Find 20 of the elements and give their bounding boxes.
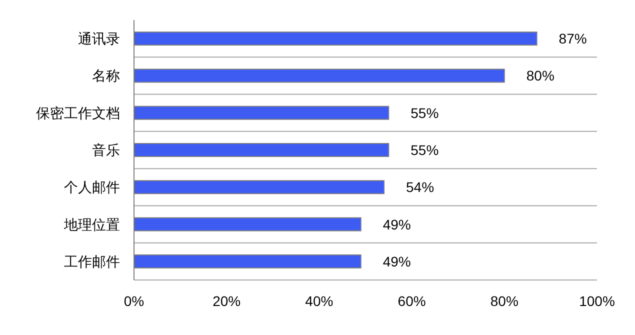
data-label: 54%	[406, 179, 434, 196]
data-label: 87%	[558, 30, 587, 47]
y-tick-label: 通讯录	[78, 30, 120, 47]
data-label: 55%	[410, 104, 439, 121]
y-tick-label: 名称	[92, 68, 120, 84]
data-label: 49%	[382, 216, 411, 232]
y-tick-label: 保密工作文档	[36, 104, 120, 121]
y-tick-label: 工作邮件	[64, 253, 120, 270]
data-label: 55%	[410, 142, 439, 158]
y-tick-label: 音乐	[92, 142, 120, 158]
x-tick-label: 40%	[305, 293, 334, 309]
y-tick-label: 个人邮件	[64, 179, 120, 196]
y-tick-label: 地理位置	[63, 216, 120, 232]
data-label: 80%	[526, 68, 554, 84]
x-tick-label: 20%	[212, 293, 241, 309]
x-tick-label: 80%	[490, 293, 518, 309]
x-tick-label: 100%	[579, 293, 615, 309]
data-label: 49%	[382, 253, 411, 270]
x-tick-label: 0%	[124, 293, 144, 309]
x-tick-label: 60%	[398, 293, 426, 309]
